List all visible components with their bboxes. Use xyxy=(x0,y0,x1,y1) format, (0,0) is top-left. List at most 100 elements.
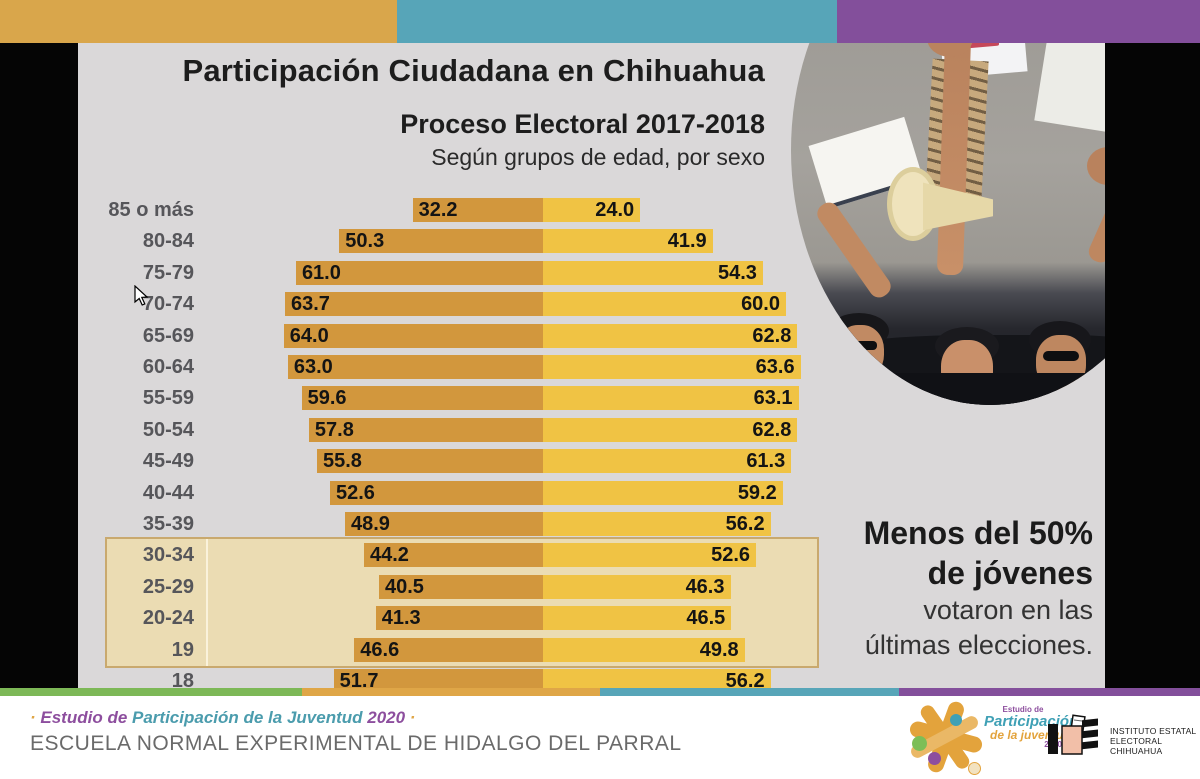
video-frame: Participación Ciudadana en Chihuahua Pro… xyxy=(0,43,1200,688)
presentation-slide: Participación Ciudadana en Chihuahua Pro… xyxy=(78,43,1105,688)
bar-right-20-24: 46.5 xyxy=(543,606,732,631)
bar-left-80-84: 50.3 xyxy=(339,229,543,254)
photo-sign-white xyxy=(1034,43,1105,139)
footer-tagline: · Estudio de Participación de la Juventu… xyxy=(30,708,415,728)
bar-right-70-74: 60.0 xyxy=(543,292,786,317)
top-brand-strip xyxy=(0,0,1200,43)
age-group-label: 40-44 xyxy=(142,481,194,504)
strip-segment-orange xyxy=(0,0,397,43)
bar-right-25-29: 46.3 xyxy=(543,574,731,599)
bar-left-70-74: 63.7 xyxy=(285,292,543,317)
age-group-label: 80-84 xyxy=(142,230,194,253)
annotation-line-2: de jóvenes xyxy=(927,555,1093,591)
age-group-label: 75-79 xyxy=(142,261,194,284)
age-group-label: 30-34 xyxy=(142,544,194,567)
strip-segment-purple xyxy=(837,0,1200,43)
photo-fist-right xyxy=(1087,147,1105,185)
bar-left-35-39: 48.9 xyxy=(344,512,543,536)
age-group-label: 70-74 xyxy=(142,293,194,316)
logo-dot-purple xyxy=(928,752,941,765)
iee-logo-text: INSTITUTO ESTATAL ELECTORAL CHIHUAHUA xyxy=(1110,726,1198,756)
age-group-label: 45-49 xyxy=(142,450,194,473)
slide-subtitle: Proceso Electoral 2017-2018 xyxy=(400,109,765,139)
ballot-box-icon xyxy=(1048,714,1098,755)
iee-logo-line2: ELECTORAL CHIHUAHUA xyxy=(1110,736,1163,756)
iee-logo-line1: INSTITUTO ESTATAL xyxy=(1110,726,1197,736)
bar-left-55-59: 59.6 xyxy=(301,386,543,411)
age-group-label: 85 o más xyxy=(108,199,194,221)
bar-left-20-24: 41.3 xyxy=(375,606,543,631)
youth-study-logo: Estudio de Participación de la juventud … xyxy=(898,698,1078,776)
bar-right-30-34: 52.6 xyxy=(543,543,757,568)
annotation-line-1: Menos del 50% xyxy=(863,515,1093,551)
footer-school-name: ESCUELA NORMAL EXPERIMENTAL DE HIDALGO D… xyxy=(30,732,682,755)
photo-forearm-right xyxy=(1085,174,1105,266)
footer-tagline-segment: Participación de la Juventud xyxy=(132,708,368,727)
logo-dot-teal xyxy=(950,714,962,726)
bar-right-35-39: 56.2 xyxy=(543,512,771,536)
age-group-label: 50-54 xyxy=(142,418,194,441)
highlight-box-divider xyxy=(206,539,208,666)
age-group-label: 55-59 xyxy=(142,387,194,410)
annotation-line-4: últimas elecciones. xyxy=(864,630,1093,660)
bar-left-85-o-más: 32.2 xyxy=(412,198,543,222)
bar-right-55-59: 63.1 xyxy=(543,386,799,411)
bar-right-40-44: 59.2 xyxy=(543,480,783,505)
logo-dot-green xyxy=(912,736,927,751)
bar-right-18: 56.2 xyxy=(543,669,771,688)
bar-right-50-54: 62.8 xyxy=(543,417,798,442)
age-group-label: 19 xyxy=(171,638,194,661)
iee-logo: INSTITUTO ESTATAL ELECTORAL CHIHUAHUA xyxy=(1046,712,1198,762)
age-group-label: 35-39 xyxy=(142,513,194,535)
logo-dot-cream xyxy=(968,762,981,775)
age-participation-chart: 85 o más 32.2 24.0 80-84 50.3 41.9 75-79 61.0 54… xyxy=(78,43,1105,688)
bar-left-40-44: 52.6 xyxy=(329,480,543,505)
photo-sunglasses-3 xyxy=(1043,351,1079,361)
protest-crowd-photo xyxy=(791,43,1105,405)
bar-right-45-49: 61.3 xyxy=(543,449,792,474)
bar-left-60-64: 63.0 xyxy=(287,355,543,379)
age-group-label: 20-24 xyxy=(142,607,194,630)
age-group-label: 25-29 xyxy=(142,575,194,598)
photo-fist xyxy=(927,43,973,57)
strip-segment-orange xyxy=(302,688,600,696)
mouse-cursor-icon xyxy=(134,285,149,306)
footer-tagline-segment: · xyxy=(30,708,41,727)
bar-left-25-29: 40.5 xyxy=(378,574,543,599)
strip-segment-teal xyxy=(600,688,899,696)
bar-right-19: 49.8 xyxy=(543,637,745,662)
annotation-block: Menos del 50% de jóvenes votaron en las … xyxy=(864,513,1093,663)
age-group-label: 65-69 xyxy=(142,324,194,347)
strip-segment-teal xyxy=(397,0,837,43)
photo-sunglasses-1 xyxy=(843,341,877,350)
slide-note: Según grupos de edad, por sexo xyxy=(431,144,765,170)
youth-logo-line1: Estudio de xyxy=(1002,705,1044,714)
footer-tagline-segment: · xyxy=(405,708,416,727)
footer-tagline-segment: Estudio de xyxy=(40,708,133,727)
bar-right-80-84: 41.9 xyxy=(543,229,713,254)
photo-shoulders xyxy=(791,373,1105,405)
bar-right-65-69: 62.8 xyxy=(543,323,798,348)
bottom-brand-strip xyxy=(0,688,1200,696)
photo-head-1 xyxy=(836,325,884,379)
bar-left-75-79: 61.0 xyxy=(295,260,543,285)
strip-segment-purple xyxy=(899,688,1200,696)
bar-left-18: 51.7 xyxy=(333,669,543,688)
footer: · Estudio de Participación de la Juventu… xyxy=(0,696,1200,779)
bar-left-30-34: 44.2 xyxy=(363,543,543,568)
bar-left-50-54: 57.8 xyxy=(308,417,543,442)
bar-right-60-64: 63.6 xyxy=(543,355,801,379)
annotation-line-3: votaron en las xyxy=(923,595,1093,625)
bar-right-75-79: 54.3 xyxy=(543,260,763,285)
bar-left-19: 46.6 xyxy=(354,637,543,662)
age-group-label: 18 xyxy=(171,670,194,688)
bar-left-45-49: 55.8 xyxy=(317,449,543,474)
footer-tagline-segment: 2020 xyxy=(367,708,406,727)
age-group-label: 60-64 xyxy=(142,356,194,378)
photo-arm-left xyxy=(813,198,895,302)
slide-title: Participación Ciudadana en Chihuahua xyxy=(182,53,765,88)
bar-right-85-o-más: 24.0 xyxy=(543,198,641,222)
bar-left-65-69: 64.0 xyxy=(283,323,543,348)
strip-segment-green xyxy=(0,688,302,696)
